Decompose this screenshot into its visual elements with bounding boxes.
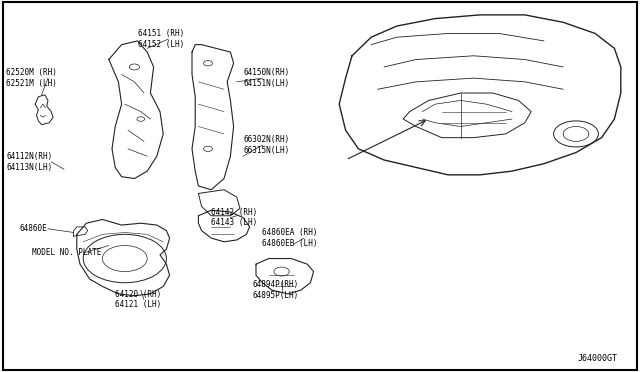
Text: 62520M (RH)
62521M (LH): 62520M (RH) 62521M (LH) (6, 68, 57, 88)
Text: 64151 (RH)
64152 (LH): 64151 (RH) 64152 (LH) (138, 29, 184, 49)
Text: 64142 (RH)
64143 (LH): 64142 (RH) 64143 (LH) (211, 208, 257, 227)
Text: MODEL NO. PLATE: MODEL NO. PLATE (32, 248, 101, 257)
Text: 64860E: 64860E (19, 224, 47, 233)
Text: 66302N(RH)
66315N(LH): 66302N(RH) 66315N(LH) (243, 135, 289, 155)
Text: 64894P(RH)
64895P(LH): 64894P(RH) 64895P(LH) (253, 280, 299, 300)
Text: 64860EA (RH)
64860EB (LH): 64860EA (RH) 64860EB (LH) (262, 228, 318, 248)
Text: 64112N(RH)
64113N(LH): 64112N(RH) 64113N(LH) (6, 152, 52, 171)
Text: 64120 (RH)
64121 (LH): 64120 (RH) 64121 (LH) (115, 290, 161, 309)
Text: 64150N(RH)
64151N(LH): 64150N(RH) 64151N(LH) (243, 68, 289, 88)
Text: J64000GT: J64000GT (578, 354, 618, 363)
